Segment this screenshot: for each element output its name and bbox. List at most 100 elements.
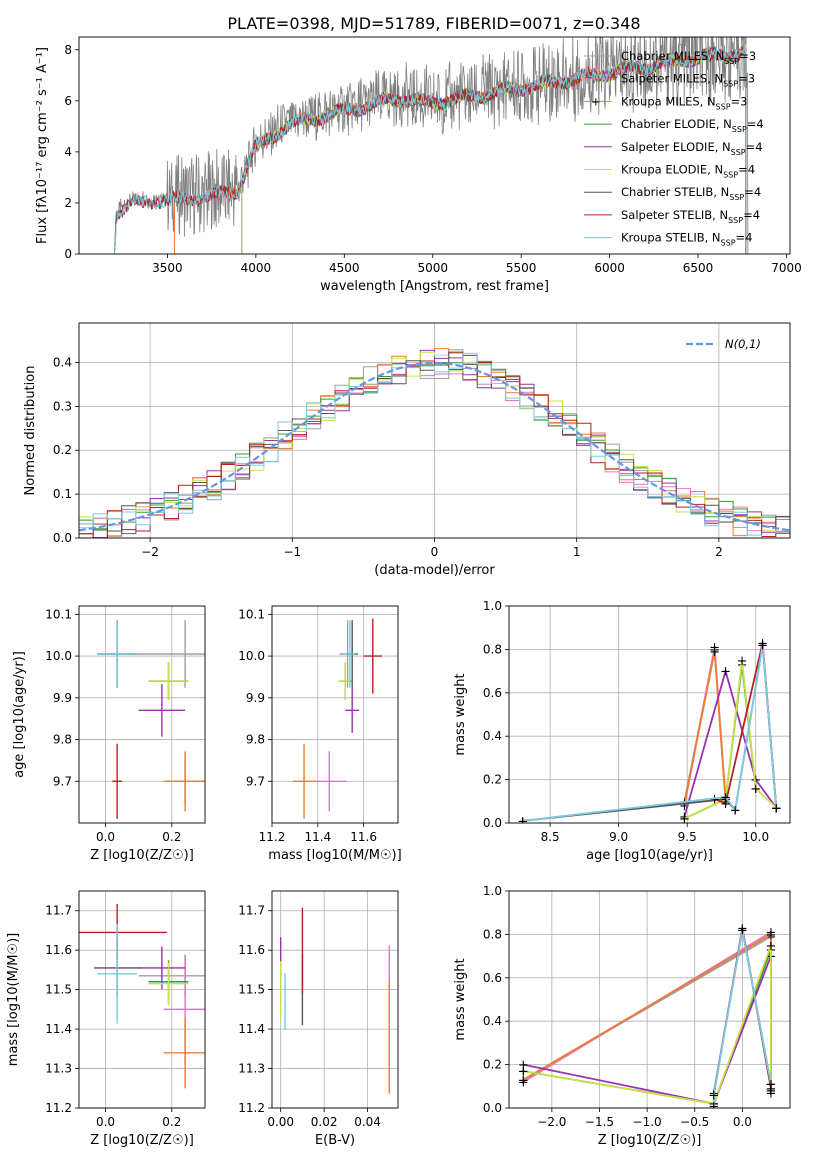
weight-marker: + bbox=[708, 1099, 719, 1114]
legend-subscript: SSP bbox=[721, 239, 736, 248]
weight-line bbox=[523, 944, 772, 1105]
x-tick-label: 8.5 bbox=[541, 830, 560, 844]
age-vs-mass-x-label: mass [log10(M/M☉)] bbox=[268, 848, 401, 863]
weight-marker: + bbox=[730, 803, 741, 818]
y-tick-label: 0.3 bbox=[53, 399, 72, 413]
x-tick-label: 4000 bbox=[241, 261, 272, 275]
weight-marker: + bbox=[517, 814, 528, 829]
x-tick-label: 9.0 bbox=[609, 830, 628, 844]
y-tick-label: 11.2 bbox=[45, 1101, 72, 1115]
figure-title: PLATE=0398, MJD=51789, FIBERID=0071, z=0… bbox=[227, 14, 640, 33]
weight-marker: + bbox=[765, 1086, 776, 1101]
weight-vs-Z-frame bbox=[508, 890, 791, 1109]
weight-marker: + bbox=[679, 812, 690, 827]
x-tick-label: 0.2 bbox=[162, 1115, 181, 1129]
legend-label: Chabrier STELIB, NSSP=4 bbox=[621, 185, 761, 202]
weight-marker: + bbox=[737, 654, 748, 669]
weight-marker: + bbox=[518, 1065, 529, 1080]
x-tick-label: 10.0 bbox=[742, 830, 769, 844]
weight-line bbox=[712, 929, 772, 1106]
age-vs-Z-axes: 0.0 0.2 9.7 9.8 9.9 10.0 10.1 bbox=[45, 606, 205, 844]
y-tick-label: 0.4 bbox=[483, 729, 502, 743]
y-tick-label: 11.7 bbox=[45, 904, 72, 918]
y-tick-label: 0.2 bbox=[483, 773, 502, 787]
weight-line bbox=[684, 660, 777, 820]
y-tick-label: 9.8 bbox=[246, 733, 265, 747]
mass-vs-Z-frame bbox=[78, 890, 206, 1109]
x-tick-label: 4500 bbox=[329, 261, 360, 275]
x-tick-label: 6000 bbox=[594, 261, 625, 275]
weight-vs-age-plot-area: ++++++++++++++++++++++++++++ ++++++++ bbox=[517, 636, 782, 829]
y-tick-label: 10.0 bbox=[238, 649, 265, 663]
weight-line bbox=[522, 644, 778, 822]
y-tick-label: 2 bbox=[64, 196, 72, 210]
legend-suffix: =4 bbox=[738, 163, 755, 177]
mass-vs-Z-axes: 0.0 0.2 11.2 11.3 11.4 11.5 11.6 11.7 bbox=[45, 891, 205, 1129]
x-tick-label: −0.5 bbox=[680, 1115, 709, 1129]
weight-marker: + bbox=[765, 926, 776, 941]
mass-vs-Z-plot-area bbox=[79, 904, 205, 1089]
residuals-plot-area bbox=[79, 348, 790, 538]
y-tick-label: 10.1 bbox=[45, 607, 72, 621]
y-tick-label: 8 bbox=[64, 43, 72, 57]
weight-marker: + bbox=[757, 636, 768, 651]
legend-label: Salpeter ELODIE, NSSP=4 bbox=[621, 140, 763, 157]
legend-label: Salpeter MILES, NSSP=3 bbox=[621, 72, 755, 89]
y-tick-label: 0.6 bbox=[483, 971, 502, 985]
histogram-y-label: Normed distribution bbox=[23, 366, 38, 496]
y-tick-label: 0.0 bbox=[483, 816, 502, 830]
weight-marker: + bbox=[518, 1075, 529, 1090]
x-tick-label: 0.0 bbox=[733, 1115, 752, 1129]
legend-suffix: =3 bbox=[739, 49, 756, 63]
x-tick-label: 3500 bbox=[152, 261, 183, 275]
y-tick-label: 6 bbox=[64, 94, 72, 108]
weight-marker: + bbox=[720, 797, 731, 812]
weight-marker: + bbox=[771, 801, 782, 816]
legend-label: Kroupa ELODIE, NSSP=4 bbox=[621, 163, 755, 180]
y-tick-label: 11.6 bbox=[238, 943, 265, 957]
histogram-step bbox=[79, 354, 790, 538]
weight-vs-Z-plot-area: +++++++++++++++++++++++++++++++ bbox=[518, 921, 777, 1114]
weight-marker: + bbox=[771, 801, 782, 816]
y-tick-label: 11.3 bbox=[45, 1062, 72, 1076]
weight-marker: + bbox=[765, 1084, 776, 1099]
legend-suffix: =4 bbox=[747, 117, 764, 131]
weight-marker: + bbox=[737, 924, 748, 939]
weight-marker: + bbox=[737, 921, 748, 936]
weight-marker: + bbox=[709, 645, 720, 660]
x-tick-label: −1.5 bbox=[585, 1115, 614, 1129]
y-tick-label: 9.7 bbox=[246, 774, 265, 788]
y-tick-label: 11.5 bbox=[238, 983, 265, 997]
weight-marker: + bbox=[765, 928, 776, 943]
weight-marker: + bbox=[750, 782, 761, 797]
x-tick-label: −1.0 bbox=[633, 1115, 662, 1129]
x-tick-label: 7000 bbox=[771, 261, 802, 275]
legend-suffix: =4 bbox=[743, 208, 760, 222]
residuals-frame bbox=[78, 322, 791, 539]
weight-marker: + bbox=[518, 1073, 529, 1088]
mass-vs-EBV-plot-area bbox=[279, 907, 391, 1094]
mass-vs-Z-x-label: Z [log10(Z/Z☉)] bbox=[90, 1133, 194, 1148]
age-vs-Z-plot-area bbox=[97, 620, 205, 819]
spectrum-frame bbox=[78, 36, 791, 255]
weight-marker: + bbox=[517, 814, 528, 829]
weight-marker: + bbox=[679, 810, 690, 825]
y-tick-label: 11.2 bbox=[238, 1101, 265, 1115]
spectrum-plot-area bbox=[113, 37, 752, 254]
legend-subscript: SSP bbox=[731, 148, 746, 157]
age-vs-mass-frame bbox=[271, 605, 399, 824]
x-tick-label: 6500 bbox=[683, 261, 714, 275]
y-tick-label: 9.7 bbox=[53, 774, 72, 788]
y-tick-label: 11.7 bbox=[238, 904, 265, 918]
x-tick-label: 0.0 bbox=[96, 830, 115, 844]
age-vs-Z-x-label: Z [log10(Z/Z☉)] bbox=[90, 848, 194, 863]
y-tick-label: 0.0 bbox=[483, 1101, 502, 1115]
spectrum-axes: 3500 4000 4500 5000 5500 6000 6500 7000 0 2 4 6 8 bbox=[64, 43, 801, 275]
y-tick-label: 0.2 bbox=[483, 1058, 502, 1072]
weight-line bbox=[683, 651, 727, 804]
x-tick-label: 0.2 bbox=[162, 830, 181, 844]
weight-marker: + bbox=[518, 1058, 529, 1073]
weight-marker: + bbox=[679, 797, 690, 812]
mass-vs-EBV-x-label: E(B-V) bbox=[315, 1133, 355, 1148]
y-tick-label: 9.9 bbox=[246, 691, 265, 705]
